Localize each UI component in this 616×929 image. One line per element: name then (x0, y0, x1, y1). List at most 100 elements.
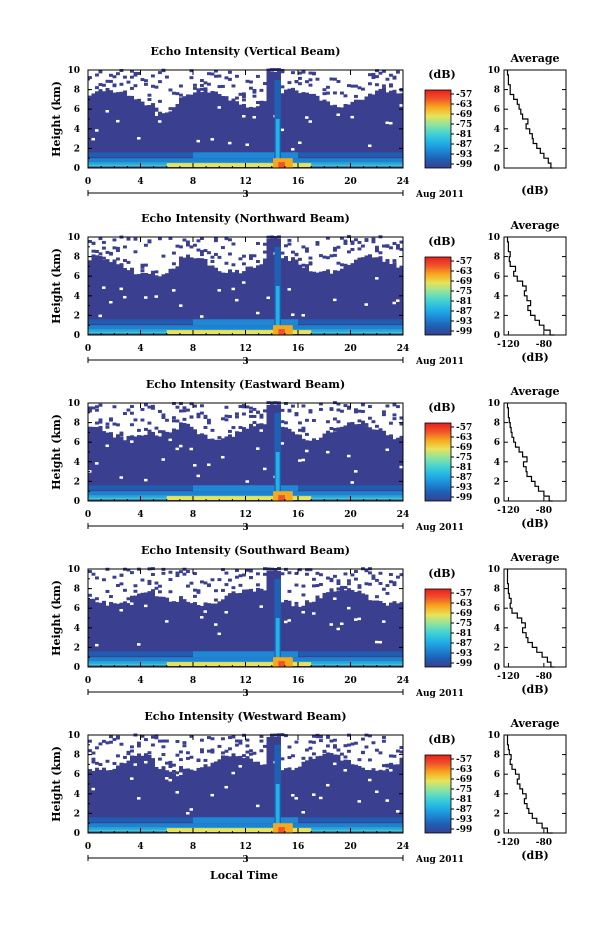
average-xlabel-4: (dB) (521, 849, 548, 862)
echo-column (133, 436, 138, 501)
echo-column (126, 95, 131, 168)
echo-speckle (119, 82, 124, 86)
heatmap-panel-4: Echo Intensity (Westward Beam)0246810Hei… (50, 710, 472, 865)
echo-speckle (375, 75, 379, 79)
echo-speckle (116, 246, 120, 250)
echo-speckle (350, 247, 355, 251)
echo-column (182, 768, 187, 833)
echo-column (112, 92, 117, 168)
echo-column (133, 755, 138, 833)
echo-speckle (116, 584, 120, 587)
echo-speckle (392, 413, 397, 417)
echo-column (371, 257, 376, 335)
heatmap-title-3: Echo Intensity (Southward Beam) (141, 544, 350, 557)
echo-speckle (147, 93, 152, 97)
echo-speckle (210, 255, 215, 259)
echo-speckle (228, 415, 232, 419)
echo-column (200, 92, 204, 168)
average-profile (506, 237, 555, 336)
echo-column (221, 755, 225, 833)
echo-speckle (179, 245, 183, 249)
echo-gap (144, 478, 148, 482)
colorbar-tick-label: -63 (456, 433, 472, 443)
echo-speckle (175, 405, 180, 409)
echo-column (382, 87, 386, 168)
echo-column (252, 107, 257, 168)
echo-speckle (357, 247, 362, 251)
y-tick-label: 4 (494, 624, 500, 634)
colorbar-tick-label: -81 (456, 795, 472, 805)
echo-gap (312, 793, 316, 796)
echo-gap (130, 777, 134, 780)
echo-column (249, 423, 253, 501)
echo-column (350, 263, 355, 335)
y-tick-label: 2 (74, 809, 80, 819)
echo-speckle (158, 430, 162, 434)
echo-column (249, 588, 253, 667)
echo-column (144, 272, 148, 335)
y-tick-label: 2 (494, 643, 500, 653)
echo-column (326, 101, 330, 168)
echo-speckle (126, 80, 131, 84)
colorbar-tick-label: -87 (456, 639, 472, 649)
echo-speckle (228, 429, 232, 433)
echo-column (203, 434, 208, 501)
echo-speckle (354, 84, 358, 88)
x-tick-label: 24 (397, 676, 410, 686)
echo-gap (301, 458, 306, 462)
echo-speckle (319, 735, 323, 739)
echo-speckle (119, 582, 124, 586)
echo-speckle (245, 79, 250, 83)
echo-speckle (343, 241, 348, 245)
echo-gap (357, 800, 362, 803)
echo-column (210, 603, 215, 667)
echo-band-1 (88, 657, 403, 662)
echo-speckle (371, 741, 376, 745)
echo-speckle (242, 573, 246, 577)
echo-column (217, 439, 222, 501)
echo-column (147, 105, 152, 168)
echo-gap (175, 791, 180, 794)
echo-gap (133, 763, 138, 766)
echo-speckle (291, 754, 295, 758)
echo-speckle (378, 581, 383, 585)
colorbar-tick-label: -75 (456, 785, 472, 795)
echo-speckle (280, 572, 285, 576)
echo-column (361, 593, 365, 667)
echo-column (123, 763, 127, 833)
y-tick-label: 10 (487, 233, 500, 243)
echo-gap (119, 287, 124, 291)
echo-column (298, 93, 302, 168)
y-axis-label: Height (km) (50, 414, 63, 490)
echo-speckle (186, 240, 190, 244)
echo-speckle (186, 408, 190, 412)
echo-column (182, 257, 187, 335)
echo-gap (168, 438, 173, 442)
average-profile (506, 403, 553, 502)
x-tick-label: 12 (239, 842, 252, 852)
echo-speckle (165, 418, 169, 422)
echo-speckle (151, 406, 155, 410)
echo-column (368, 427, 372, 501)
echo-speckle (336, 587, 341, 591)
y-tick-label: 10 (487, 731, 500, 741)
echo-speckle (249, 254, 253, 258)
echo-speckle (354, 741, 358, 745)
echo-column (389, 434, 393, 501)
echo-column (130, 95, 134, 168)
echo-speckle (319, 739, 323, 743)
echo-speckle (385, 591, 390, 595)
echo-gap (196, 474, 201, 478)
day-label: 3 (242, 855, 248, 865)
echo-speckle (354, 410, 358, 414)
echo-gap (382, 620, 386, 623)
echo-column (112, 768, 117, 833)
echo-column (88, 260, 92, 335)
echo-column (130, 755, 134, 833)
echo-speckle (112, 75, 117, 79)
echo-column (154, 275, 159, 335)
echo-speckle (175, 739, 180, 743)
echo-speckle (333, 738, 337, 742)
echo-speckle (200, 237, 204, 240)
echo-speckle (119, 573, 124, 577)
